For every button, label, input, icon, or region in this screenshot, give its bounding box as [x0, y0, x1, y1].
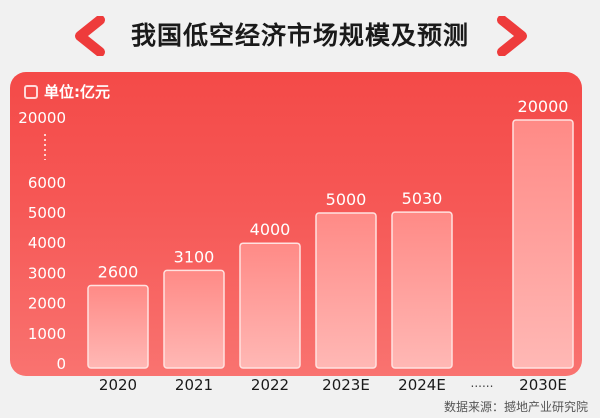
data-label-2020: 2600: [98, 262, 139, 281]
x-tick-label: 2024E: [398, 376, 446, 394]
y-tick-label: 1000: [28, 325, 66, 343]
x-tick-label: 2021: [175, 376, 213, 394]
unit-label: 单位:亿元: [44, 83, 110, 101]
y-tick-label: 5000: [28, 204, 66, 222]
chevron-right-icon: [497, 16, 527, 56]
y-tick-label: 20000: [18, 109, 66, 127]
category-gap-dots: ......: [471, 376, 494, 390]
y-tick-label: 3000: [28, 264, 66, 282]
bar-2024E: [391, 211, 453, 369]
page-title: 我国低空经济市场规模及预测: [130, 21, 469, 50]
bar-2020: [87, 284, 149, 369]
data-label-2024E: 5030: [402, 189, 443, 208]
title-bar: 我国低空经济市场规模及预测: [0, 10, 600, 62]
y-tick-label: 2000: [28, 295, 66, 313]
data-label-2023E: 5000: [326, 190, 367, 209]
bar-2030E: [512, 119, 574, 369]
bar-2022: [239, 242, 301, 369]
source-note: 数据来源：撼地产业研究院: [443, 400, 588, 414]
data-label-2022: 4000: [250, 220, 291, 239]
unit-square-icon: [24, 85, 38, 99]
y-tick-label: 6000: [28, 174, 66, 192]
chevron-left-icon: [75, 16, 105, 56]
data-label-2021: 3100: [174, 247, 215, 266]
bar-2023E: [315, 212, 377, 369]
x-tick-label: 2022: [251, 376, 289, 394]
x-tick-label: 2023E: [322, 376, 370, 394]
x-tick-label: 2030E: [519, 376, 567, 394]
y-tick-label: 0: [56, 355, 66, 373]
bar-2021: [163, 269, 225, 369]
data-label-2030E: 20000: [518, 97, 569, 116]
x-tick-label: 2020: [99, 376, 137, 394]
y-tick-label: 4000: [28, 234, 66, 252]
